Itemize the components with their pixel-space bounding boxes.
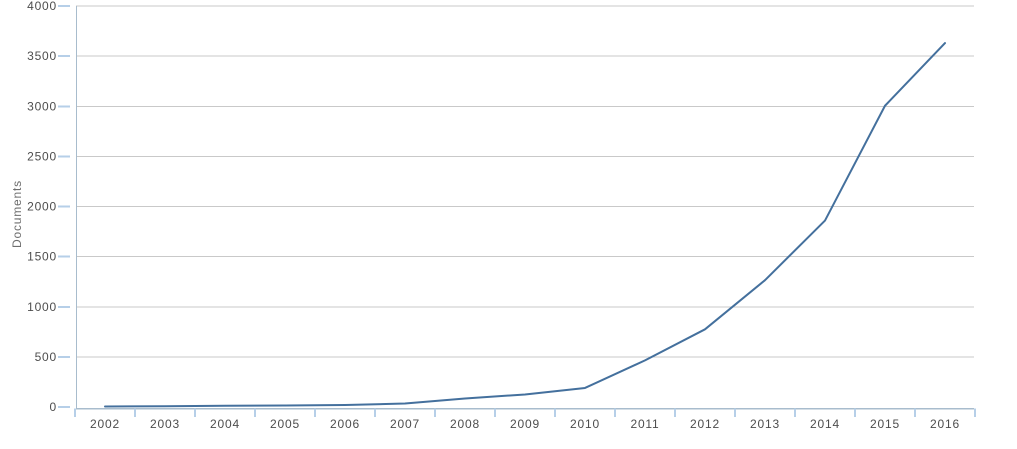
- x-tick-label: 2006: [330, 417, 360, 431]
- y-tick-label: 1000: [27, 300, 57, 314]
- x-tick-label: 2002: [90, 417, 120, 431]
- x-tick-label: 2016: [930, 417, 960, 431]
- x-tick-label: 2011: [630, 417, 659, 431]
- y-tick-label: 2500: [27, 149, 57, 163]
- x-tick-label: 2007: [390, 417, 420, 431]
- x-tick-label: 2012: [690, 417, 720, 431]
- y-tick-label: 1500: [27, 250, 57, 264]
- y-tick-label: 2000: [27, 200, 57, 214]
- y-tick-label: 0: [50, 400, 57, 414]
- documents-series-line: [104, 42, 946, 408]
- x-tick-label: 2009: [510, 417, 540, 431]
- x-tick-label: 2010: [570, 417, 600, 431]
- x-tick-label: 2014: [810, 417, 840, 431]
- y-tick-label: 3500: [27, 49, 57, 63]
- x-tick-label: 2003: [150, 417, 180, 431]
- x-tick-label: 2008: [450, 417, 480, 431]
- y-tick-label: 500: [35, 350, 57, 364]
- x-tick-label: 2015: [870, 417, 900, 431]
- y-tick-label: 4000: [27, 0, 57, 13]
- x-tick-label: 2013: [750, 417, 780, 431]
- y-tick-label: 3000: [27, 99, 57, 113]
- x-tick-label: 2004: [210, 417, 240, 431]
- y-axis-title: Documents: [10, 180, 24, 248]
- x-tick-label: 2005: [270, 417, 300, 431]
